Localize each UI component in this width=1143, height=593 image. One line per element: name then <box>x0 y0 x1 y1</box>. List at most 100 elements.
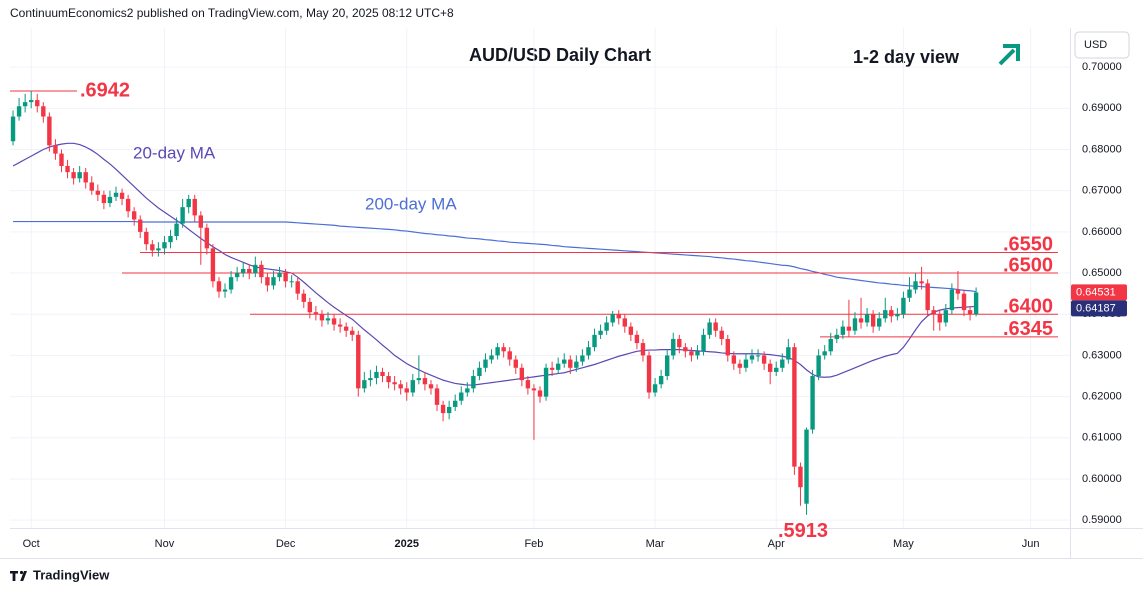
candle <box>53 139 58 160</box>
candle <box>241 262 246 278</box>
candle-body <box>852 318 858 331</box>
candle-body <box>138 219 143 232</box>
candle <box>695 345 700 360</box>
candle <box>168 229 173 249</box>
candle-body <box>471 376 476 389</box>
x-tick-label: Mar <box>646 538 665 550</box>
candle-body <box>507 351 512 360</box>
candle-body <box>555 363 561 370</box>
candle-body <box>725 338 730 356</box>
candle <box>295 277 300 300</box>
x-tick-label: May <box>893 538 914 550</box>
candle-body <box>289 281 294 283</box>
candle <box>725 334 730 362</box>
candle <box>961 289 967 317</box>
candle-body <box>386 376 391 383</box>
candle <box>895 308 900 321</box>
candle <box>755 349 761 362</box>
candle <box>761 351 767 370</box>
candle <box>343 322 349 337</box>
candle-body <box>798 466 803 488</box>
candle <box>434 384 440 412</box>
candle-body <box>622 318 627 327</box>
candle-body <box>877 318 882 327</box>
candle <box>350 326 355 342</box>
candle-body <box>247 268 252 274</box>
y-tick-label: 0.63000 <box>1082 349 1122 361</box>
price-label: 0.64187 <box>1076 302 1116 314</box>
candle <box>749 349 755 364</box>
candle <box>119 188 125 206</box>
candle-body <box>919 281 924 284</box>
candle <box>610 310 615 327</box>
candle-body <box>586 347 591 356</box>
candle-body <box>689 351 694 356</box>
candle <box>234 266 240 282</box>
candle-body <box>870 314 876 327</box>
annotation: .5913 <box>778 520 828 542</box>
candle <box>780 353 785 372</box>
y-tick-label: 0.62000 <box>1082 391 1122 403</box>
candle-body <box>531 388 537 391</box>
candle <box>210 244 216 288</box>
candle <box>71 168 76 185</box>
candle-body <box>89 182 94 191</box>
candle-body <box>658 376 664 385</box>
candle-body <box>47 116 52 146</box>
candle <box>519 363 525 387</box>
candle <box>247 264 252 280</box>
candle <box>798 462 803 506</box>
candle-body <box>761 355 767 364</box>
candle-body <box>925 283 930 311</box>
candle-body <box>707 322 712 335</box>
x-tick-label: Nov <box>155 538 175 550</box>
candle <box>828 332 833 356</box>
candle <box>810 369 815 434</box>
candle <box>646 351 652 399</box>
candle <box>671 332 676 360</box>
candle-body <box>665 355 670 377</box>
candle <box>580 349 585 366</box>
candle <box>622 314 627 333</box>
candle-body <box>677 338 682 348</box>
candle-body <box>356 334 361 389</box>
candle <box>22 93 28 113</box>
candle <box>549 361 555 377</box>
ma-line <box>12 142 977 386</box>
candle-body <box>858 318 864 323</box>
candle <box>598 324 603 339</box>
candle <box>319 310 325 327</box>
candle <box>192 194 197 222</box>
candle-body <box>501 347 506 352</box>
candle <box>356 330 361 397</box>
price-label-box <box>1071 300 1127 317</box>
candle <box>228 270 234 294</box>
candle <box>283 268 288 288</box>
candle <box>404 382 409 401</box>
candle-body <box>495 347 500 356</box>
candle-body <box>828 338 833 352</box>
candle <box>640 338 646 362</box>
currency: USD <box>1084 39 1107 51</box>
candle-body <box>446 406 452 414</box>
candle <box>422 371 428 391</box>
candle-body <box>83 172 88 183</box>
x-tick-label: Apr <box>768 538 785 550</box>
candle <box>16 98 22 121</box>
candle-body <box>592 334 597 348</box>
candle-body <box>53 145 58 154</box>
y-tick-label: 0.61000 <box>1082 432 1122 444</box>
candle <box>162 235 167 255</box>
candle <box>65 159 70 179</box>
candle <box>731 351 737 370</box>
candle-body <box>525 380 531 389</box>
candle-body <box>580 355 585 362</box>
candle <box>10 110 16 146</box>
candle <box>362 371 367 393</box>
candle <box>907 277 912 302</box>
candle-body <box>810 376 815 430</box>
candle-body <box>204 227 210 249</box>
candle <box>59 149 64 173</box>
ma-line <box>13 220 977 293</box>
candle <box>701 328 706 356</box>
